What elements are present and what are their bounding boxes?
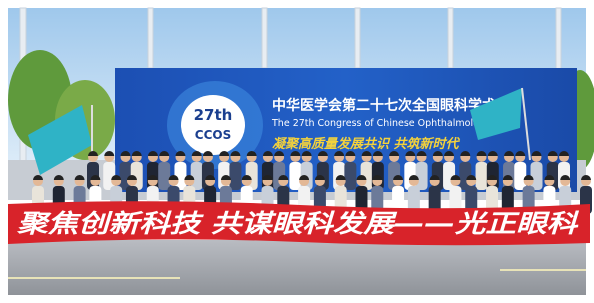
person-body <box>229 162 241 190</box>
road <box>8 240 586 295</box>
person-body <box>476 162 488 190</box>
person-body <box>191 162 203 190</box>
page: 27th CCOS 中华医学会第二十七次全国眼科学术大 The 27th Con… <box>0 0 594 303</box>
person-body <box>158 162 170 190</box>
logo-number: 27th <box>194 106 233 124</box>
slogan: 凝聚高质量发展共识 共筑新时代 <box>272 136 461 152</box>
logo-disc <box>181 95 245 155</box>
banner-text: 聚焦创新科技 共谋眼科发展——光正眼科 <box>16 209 580 238</box>
person-body <box>344 162 356 190</box>
person-body <box>531 162 543 190</box>
photo: 27th CCOS 中华医学会第二十七次全国眼科学术大 The 27th Con… <box>0 0 594 303</box>
person-body <box>289 162 301 190</box>
title-en: The 27th Congress of Chinese Ophthalmolo… <box>271 118 501 129</box>
person-body <box>416 162 428 190</box>
logo-text: CCOS <box>195 128 231 142</box>
person-body <box>514 162 526 190</box>
